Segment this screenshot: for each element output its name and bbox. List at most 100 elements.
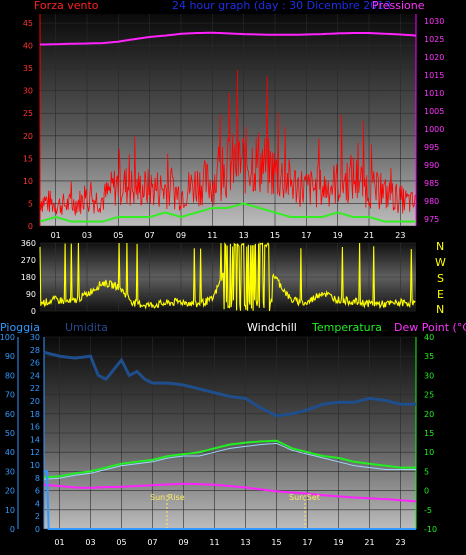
tick-right-temperature: 35 [424, 352, 434, 361]
tick-farleft-humidity: 30 [5, 467, 15, 476]
tick-left-rain: 18 [30, 410, 40, 419]
tick-x: 15 [270, 231, 280, 240]
tick-left-rain: 30 [30, 333, 40, 342]
tick-right-pressure: 1010 [424, 89, 444, 98]
tick-left-wind: 45 [23, 19, 33, 28]
tick-x: 03 [85, 538, 95, 547]
label-temperatura: Temperatura [311, 321, 382, 334]
label-umidita: Umidita [65, 321, 108, 334]
tick-x: 17 [302, 538, 312, 547]
tick-right-temperature: 10 [424, 448, 434, 457]
tick-right-pressure: 1025 [424, 35, 444, 44]
tick-left-rain: 4 [35, 499, 40, 508]
tick-left-wind: 35 [23, 64, 33, 73]
tick-right-pressure: 975 [424, 215, 439, 224]
tick-right-temperature: 15 [424, 429, 434, 438]
tick-left-rain: 24 [30, 371, 40, 380]
tick-x: 03 [82, 231, 92, 240]
tick-farleft-humidity: 20 [5, 487, 15, 496]
tick-left-wind: 10 [23, 177, 33, 186]
tick-left-direction: 270 [21, 256, 36, 265]
tick-right-temperature: 25 [424, 391, 434, 400]
header-title: 24 hour graph (day : 30 Dicembre 2013 [172, 0, 391, 12]
series-direction-line [39, 242, 416, 312]
tick-farleft-humidity: 10 [5, 506, 15, 515]
tick-left-wind: 30 [23, 87, 33, 96]
compass-s: S [437, 272, 444, 285]
tick-right-temperature: 5 [424, 467, 429, 476]
tick-x: 21 [364, 538, 374, 547]
tick-left-rain: 8 [35, 474, 40, 483]
tick-left-direction: 360 [21, 239, 36, 248]
tick-x: 13 [239, 231, 249, 240]
tick-farleft-humidity: 90 [5, 352, 15, 361]
series-rain-line [44, 470, 416, 530]
tick-left-wind: 20 [23, 132, 33, 141]
tick-left-rain: 12 [30, 448, 40, 457]
compass-n-bottom: N [436, 303, 444, 316]
tick-left-direction: 0 [31, 307, 36, 316]
tick-left-rain: 10 [30, 461, 40, 470]
tick-x: 09 [176, 231, 186, 240]
tick-farleft-humidity: 0 [10, 525, 15, 534]
tick-right-temperature: -5 [424, 506, 432, 515]
series-temperature-line [43, 439, 416, 479]
tick-x: 07 [147, 538, 157, 547]
tick-x: 21 [364, 231, 374, 240]
series-windchill-line [43, 442, 416, 480]
tick-left-rain: 26 [30, 359, 40, 368]
tick-x: 11 [209, 538, 219, 547]
tick-x: 05 [113, 231, 123, 240]
label-pioggia: Pioggia [0, 321, 40, 334]
tick-left-rain: 16 [30, 423, 40, 432]
tick-right-pressure: 1020 [424, 53, 444, 62]
top-panel-bg [40, 14, 416, 226]
tick-right-pressure: 995 [424, 143, 439, 152]
tick-left-rain: 20 [30, 397, 40, 406]
tick-left-rain: 14 [30, 435, 40, 444]
tick-farleft-humidity: 40 [5, 448, 15, 457]
tick-right-pressure: 980 [424, 197, 439, 206]
tick-right-temperature: 30 [424, 371, 434, 380]
tick-labels: 0510152025303540459759809859909951000100… [0, 17, 444, 547]
tick-x: 15 [271, 538, 281, 547]
tick-left-rain: 28 [30, 346, 40, 355]
tick-right-pressure: 1015 [424, 71, 444, 80]
label-windchill: Windchill [247, 321, 297, 334]
tick-right-pressure: 1005 [424, 107, 444, 116]
sunset-label: Sun Set [289, 493, 320, 502]
tick-left-direction: 90 [26, 290, 36, 299]
tick-x: 19 [333, 231, 343, 240]
tick-farleft-humidity: 60 [5, 410, 15, 419]
tick-x: 07 [145, 231, 155, 240]
tick-right-temperature: 0 [424, 487, 429, 496]
header-pressure-label: Pressione [372, 0, 425, 12]
tick-x: 19 [333, 538, 343, 547]
tick-left-direction: 180 [21, 273, 36, 282]
tick-left-rain: 6 [35, 487, 40, 496]
tick-x: 11 [207, 231, 217, 240]
label-dewpoint: Dew Point (°C) [394, 321, 466, 334]
tick-left-rain: 2 [35, 512, 40, 521]
sunrise-label: Sun Rise [150, 493, 185, 502]
tick-left-rain: 0 [35, 525, 40, 534]
tick-x: 23 [395, 538, 405, 547]
tick-x: 05 [116, 538, 126, 547]
tick-left-wind: 5 [28, 199, 33, 208]
tick-farleft-humidity: 80 [5, 371, 15, 380]
tick-left-wind: 25 [23, 109, 33, 118]
tick-farleft-humidity: 100 [0, 333, 15, 342]
tick-left-wind: 40 [23, 42, 33, 51]
tick-x: 17 [301, 231, 311, 240]
tick-left-rain: 22 [30, 384, 40, 393]
compass-w: W [435, 256, 446, 269]
tick-right-pressure: 990 [424, 161, 439, 170]
tick-right-pressure: 1030 [424, 17, 444, 26]
compass-n-top: N [436, 240, 444, 253]
tick-x: 01 [51, 231, 61, 240]
tick-farleft-humidity: 50 [5, 429, 15, 438]
series-humidity-line [43, 350, 416, 418]
tick-left-wind: 15 [23, 154, 33, 163]
tick-x: 23 [395, 231, 405, 240]
